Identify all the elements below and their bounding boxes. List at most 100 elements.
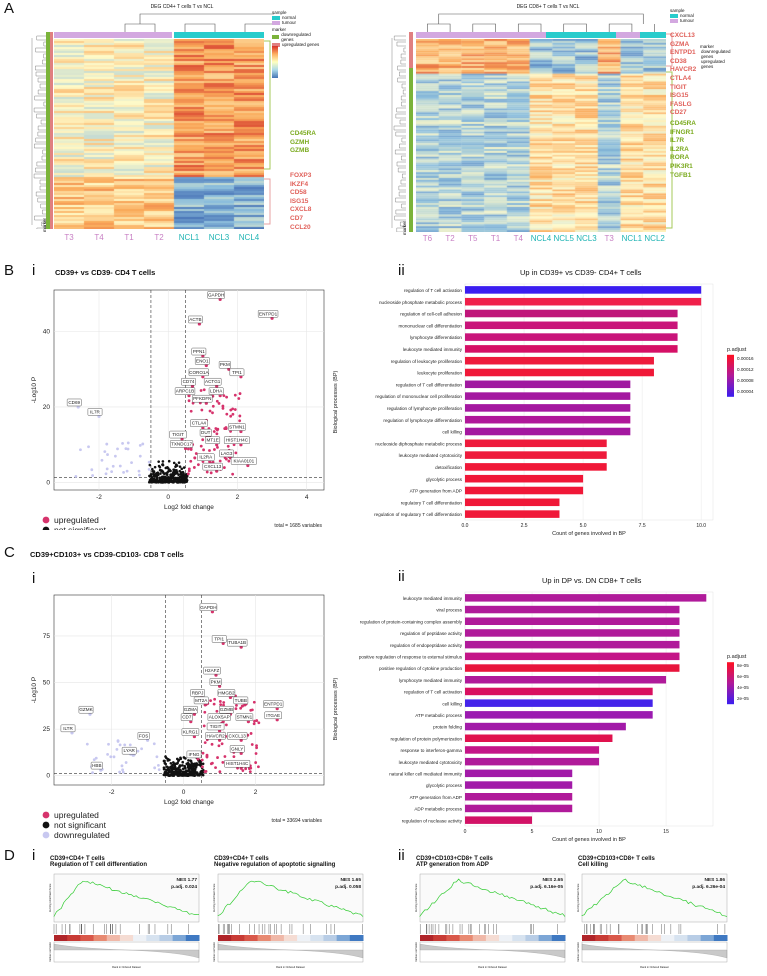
column-labels: T3 T4 T1 T2 NCL1 NCL3 NCL4: [54, 233, 264, 245]
point-upregulated: [244, 767, 248, 771]
row-side-bar: [46, 32, 50, 229]
point-not-significant: [149, 472, 153, 476]
y-axis-label: Ranked List Metric: [213, 941, 216, 962]
gene-label: CD7: [290, 214, 304, 222]
column-annotation-normal: [640, 32, 666, 38]
bar: [465, 793, 573, 801]
point-not-significant: [155, 480, 158, 484]
point-upregulated: [216, 756, 219, 759]
gene-label: STMN1: [237, 715, 253, 720]
rank-color-band: [538, 935, 553, 941]
gene-label: IL7R: [90, 409, 100, 414]
column-dendrogram: [124, 13, 274, 32]
point-not-significant: [178, 477, 181, 481]
point-upregulated: [208, 409, 212, 413]
rank-color-band: [323, 935, 338, 941]
gene-label-box: [190, 419, 208, 427]
rank-color-band: [67, 935, 81, 941]
gene-label: GZMK: [79, 707, 93, 712]
category-label: ADP metabolic process: [414, 807, 462, 812]
point-not-significant: [201, 762, 205, 766]
bar: [465, 451, 607, 459]
gene-label-box: [197, 453, 215, 461]
point-not-significant: [168, 758, 171, 762]
point-downregulated: [91, 771, 94, 775]
gene-label: ENTPD1: [259, 311, 278, 316]
rank-color-band: [231, 935, 245, 941]
dendrogram-branch: [36, 161, 46, 167]
point-not-significant: [153, 465, 157, 469]
gene-label-box: [206, 722, 225, 731]
point-downregulated: [121, 441, 124, 445]
gene-label: CD38: [670, 57, 687, 65]
point-downregulated: [125, 469, 129, 473]
dendrogram-branch: [395, 113, 406, 119]
point-upregulated: [204, 769, 208, 773]
y-tick-label: 20: [43, 404, 51, 411]
gene-label: PKM: [211, 679, 221, 684]
point-not-significant: [181, 764, 184, 767]
bar: [465, 629, 680, 637]
point-upregulated: [222, 701, 226, 704]
point-downregulated: [124, 761, 128, 764]
point-downregulated: [105, 467, 109, 471]
point-upregulated: [202, 388, 206, 392]
point-downregulated: [118, 770, 121, 774]
gene-label: HIST1H4C: [226, 438, 249, 443]
dendrogram-branch: [37, 89, 46, 95]
category-label: regulation of cell-cell adhesion: [400, 312, 462, 317]
gene-label-box: [264, 711, 282, 720]
point-upregulated: [201, 438, 205, 442]
gene-label-box: [169, 430, 187, 439]
point-upregulated: [222, 394, 226, 398]
bar: [465, 676, 667, 684]
point-upregulated: [209, 471, 213, 475]
point-upregulated: [187, 467, 191, 471]
dendrogram-branch: [35, 47, 46, 53]
point-not-significant: [174, 762, 178, 766]
category-label: ATP metabolic process: [415, 713, 463, 718]
gene-label: IL2RA: [199, 455, 213, 460]
x-tick-label: 2: [236, 494, 240, 501]
y-axis-label: Ranked List Metric: [577, 941, 580, 962]
point-not-significant: [187, 759, 190, 762]
x-tick-label: 0.0: [462, 523, 469, 529]
bar: [465, 333, 678, 341]
point-downregulated: [106, 453, 109, 456]
point-upregulated: [218, 700, 222, 703]
point-upregulated: [223, 755, 227, 758]
point-not-significant: [176, 481, 180, 484]
bar: [465, 510, 560, 518]
point-downregulated: [128, 743, 132, 747]
sub-label-i: i: [32, 262, 36, 279]
point-upregulated: [252, 722, 256, 726]
gene-label: CD58: [290, 189, 307, 197]
gene-label: IKZF4: [290, 180, 309, 188]
rank-color-band: [119, 935, 134, 941]
point-upregulated: [189, 459, 193, 463]
point-upregulated: [205, 470, 209, 474]
point-downregulated: [113, 454, 117, 458]
dendrogram-branch: [403, 47, 406, 53]
category-label: leukocyte mediated immunity: [403, 596, 463, 601]
gene-label: CORO1A: [189, 370, 209, 375]
point-not-significant: [161, 460, 165, 463]
point-not-significant: [174, 767, 177, 770]
y-axis-label: Running Enrichment Score: [577, 883, 580, 912]
point-upregulated: [254, 761, 258, 764]
point-upregulated: [223, 427, 227, 430]
point-downregulated: [115, 747, 119, 751]
point-downregulated: [121, 768, 124, 772]
point-labelled: [70, 731, 74, 735]
gene-label-box: [90, 761, 103, 770]
point-not-significant: [158, 480, 161, 484]
panel-label-d: D: [4, 847, 15, 864]
point-upregulated: [187, 469, 191, 473]
point-upregulated: [187, 399, 191, 403]
gene-label: HBB: [92, 763, 101, 768]
category-label: detoxification: [435, 465, 462, 470]
gene-label-box: [203, 378, 222, 386]
point-downregulated: [124, 447, 128, 451]
point-upregulated: [210, 742, 214, 746]
rank-color-band: [172, 935, 187, 941]
